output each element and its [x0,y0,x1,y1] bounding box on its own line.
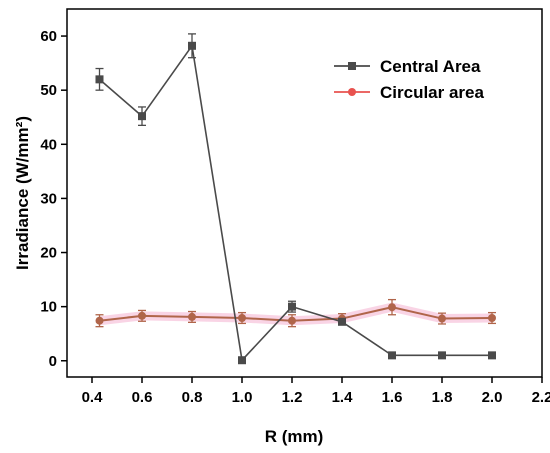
data-point [238,314,246,323]
legend: Central Area Circular area [334,57,484,102]
data-point [95,75,104,84]
x-tick-label: 1.2 [282,389,303,406]
data-point [188,41,196,50]
data-point [95,316,104,325]
data-point [438,351,446,360]
x-tick-label: 0.8 [182,389,203,406]
x-tick-label: 1.0 [232,389,253,406]
x-tick-label: 2.2 [532,389,550,406]
x-tick-label: 1.6 [382,389,403,406]
data-point [388,303,396,312]
legend-label: Central Area [380,57,481,76]
data-point [338,317,346,326]
y-tick-label: 30 [40,190,57,207]
legend-item: Central Area [334,57,481,76]
y-tick-label: 60 [40,28,57,45]
x-axis-title: R (mm) [265,427,324,446]
series-central-area [95,33,496,365]
x-tick-label: 1.8 [432,389,453,406]
x-tick-label: 2.0 [482,389,503,406]
y-axis-ticks: 0 10 20 30 40 50 60 [40,28,67,370]
data-point [238,356,246,365]
x-tick-label: 1.4 [332,389,354,406]
data-point [138,311,146,320]
legend-marker [348,62,356,70]
data-point [288,316,296,325]
data-point [388,351,396,360]
data-point [288,302,296,311]
legend-marker [348,88,356,96]
data-point [488,351,496,360]
data-point [188,312,196,321]
series-layer [95,33,496,365]
x-tick-label: 0.6 [132,389,153,406]
data-point [438,314,446,323]
legend-label: Circular area [380,83,484,102]
y-tick-label: 50 [40,82,57,99]
y-axis-title: Irradiance (W/mm²) [13,116,32,270]
x-axis-ticks: 0.4 0.6 0.8 1.0 1.2 1.4 1.6 1.8 2.0 2.2 [82,377,550,406]
data-point [138,112,146,121]
x-tick-label: 0.4 [82,389,104,406]
data-point [488,314,496,323]
y-tick-label: 0 [49,353,57,370]
plot-frame [66,8,543,378]
y-tick-label: 20 [40,245,57,262]
y-tick-label: 10 [40,299,57,316]
y-tick-label: 40 [40,136,57,153]
legend-item: Circular area [334,83,484,102]
